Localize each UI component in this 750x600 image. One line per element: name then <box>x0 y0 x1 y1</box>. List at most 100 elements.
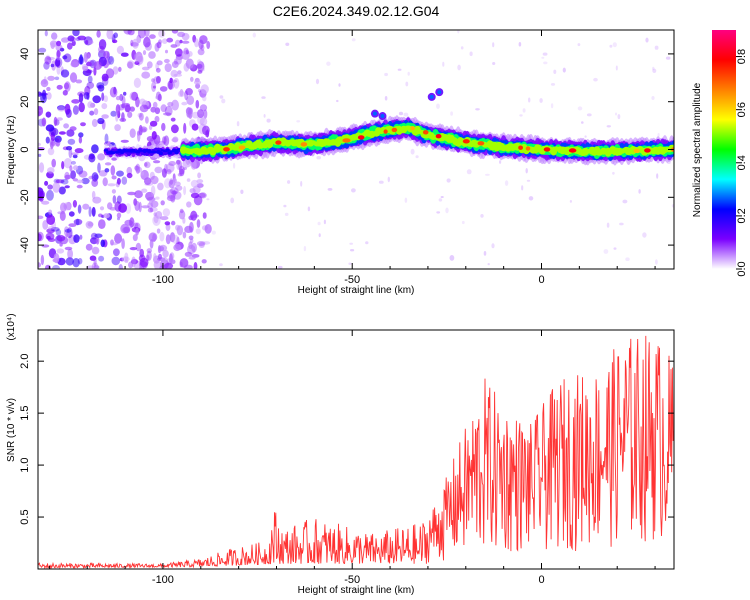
noise-blob <box>378 180 384 184</box>
noise-blob <box>98 219 106 230</box>
noise-blob <box>78 56 84 65</box>
noise-blob <box>167 80 175 90</box>
noise-blob <box>492 62 496 65</box>
noise-blob <box>41 79 48 85</box>
noise-blob <box>266 118 271 123</box>
noise-blob <box>206 198 210 201</box>
noise-blob <box>124 252 129 261</box>
noise-blob <box>317 221 321 226</box>
noise-blob <box>157 245 162 254</box>
noise-blob <box>171 220 176 226</box>
noise-blob <box>123 91 127 96</box>
noise-blob <box>186 201 192 208</box>
spectrogram-xtick-label: -50 <box>344 274 360 286</box>
colorbar-tick-label: 0.8 <box>736 49 748 64</box>
noise-blob <box>113 248 120 257</box>
noise-blob <box>194 38 199 48</box>
noise-blob <box>97 84 105 92</box>
noise-blob <box>202 95 207 102</box>
noise-blob <box>80 122 86 127</box>
noise-blob <box>153 76 161 85</box>
noise-blob <box>72 154 78 159</box>
noise-blob <box>436 211 441 214</box>
ridge-cell <box>174 150 179 155</box>
noise-blob <box>165 234 171 245</box>
noise-blob <box>219 263 223 267</box>
noise-blob <box>72 30 80 37</box>
noise-blob <box>113 32 118 39</box>
noise-blob <box>108 55 115 65</box>
noise-blob <box>475 108 480 111</box>
noise-blob <box>131 256 136 268</box>
noise-blob <box>651 96 655 100</box>
noise-blob <box>91 178 99 187</box>
noise-blob <box>55 137 61 147</box>
snr-ticks: -100 -50 0 0.5 1.0 1.5 2.0 <box>19 330 674 586</box>
noise-blob <box>50 227 60 232</box>
noise-blob <box>581 121 584 124</box>
noise-blob <box>165 163 175 173</box>
noise-blob <box>169 178 174 185</box>
noise-blob <box>127 61 133 69</box>
noise-blob <box>135 227 140 236</box>
noise-blob <box>606 222 610 228</box>
noise-blob <box>553 69 557 75</box>
noise-blob <box>397 68 402 71</box>
noise-blob <box>69 72 78 83</box>
noise-blob <box>98 255 105 262</box>
snr-ytick-label: 2.0 <box>19 354 31 369</box>
noise-blob <box>163 112 172 116</box>
noise-blob <box>141 66 150 71</box>
noise-blob <box>57 105 66 111</box>
noise-blob <box>85 53 91 60</box>
noise-blob <box>50 139 54 150</box>
noise-blob <box>161 38 168 44</box>
noise-blob <box>71 152 79 156</box>
noise-blob <box>652 68 657 74</box>
noise-blob <box>153 160 161 164</box>
noise-blob <box>403 112 409 117</box>
noise-blob <box>407 71 410 76</box>
noise-blob <box>135 166 143 173</box>
noise-blob <box>55 58 61 67</box>
noise-blob <box>584 135 587 138</box>
noise-blob <box>134 61 140 65</box>
noise-blob <box>642 232 647 238</box>
noise-blob <box>398 111 404 116</box>
noise-blob <box>137 112 142 118</box>
noise-blob <box>164 178 172 189</box>
secondary-blob-core <box>437 90 442 95</box>
noise-blob <box>121 176 128 185</box>
noise-blob <box>47 75 55 81</box>
noise-blob <box>39 190 46 198</box>
noise-blob <box>170 187 179 195</box>
noise-blob <box>195 99 200 109</box>
noise-blob <box>74 148 84 154</box>
noise-blob <box>625 257 630 262</box>
noise-blob <box>485 173 490 176</box>
noise-blob <box>316 156 322 160</box>
noise-blob <box>102 177 108 187</box>
noise-blob <box>118 264 123 269</box>
ridge-hotspot <box>568 148 577 153</box>
noise-blob <box>64 185 70 189</box>
snr-xtick-label: -100 <box>152 574 174 586</box>
noise-blob <box>42 220 49 230</box>
noise-blob <box>129 128 136 138</box>
noise-blob <box>69 165 73 172</box>
noise-blob <box>88 206 92 217</box>
noise-blob <box>148 51 156 59</box>
noise-blob <box>125 203 132 214</box>
noise-blob <box>622 199 628 204</box>
noise-blob <box>221 98 226 104</box>
noise-blob <box>187 51 193 57</box>
noise-blob <box>110 110 117 117</box>
noise-blob <box>438 198 443 202</box>
noise-blob <box>466 169 472 175</box>
noise-blob <box>186 95 195 105</box>
noise-blob <box>480 214 484 218</box>
noise-blob <box>118 66 122 72</box>
noise-blob <box>327 188 333 191</box>
noise-blob <box>155 76 161 84</box>
noise-blob <box>120 139 129 143</box>
